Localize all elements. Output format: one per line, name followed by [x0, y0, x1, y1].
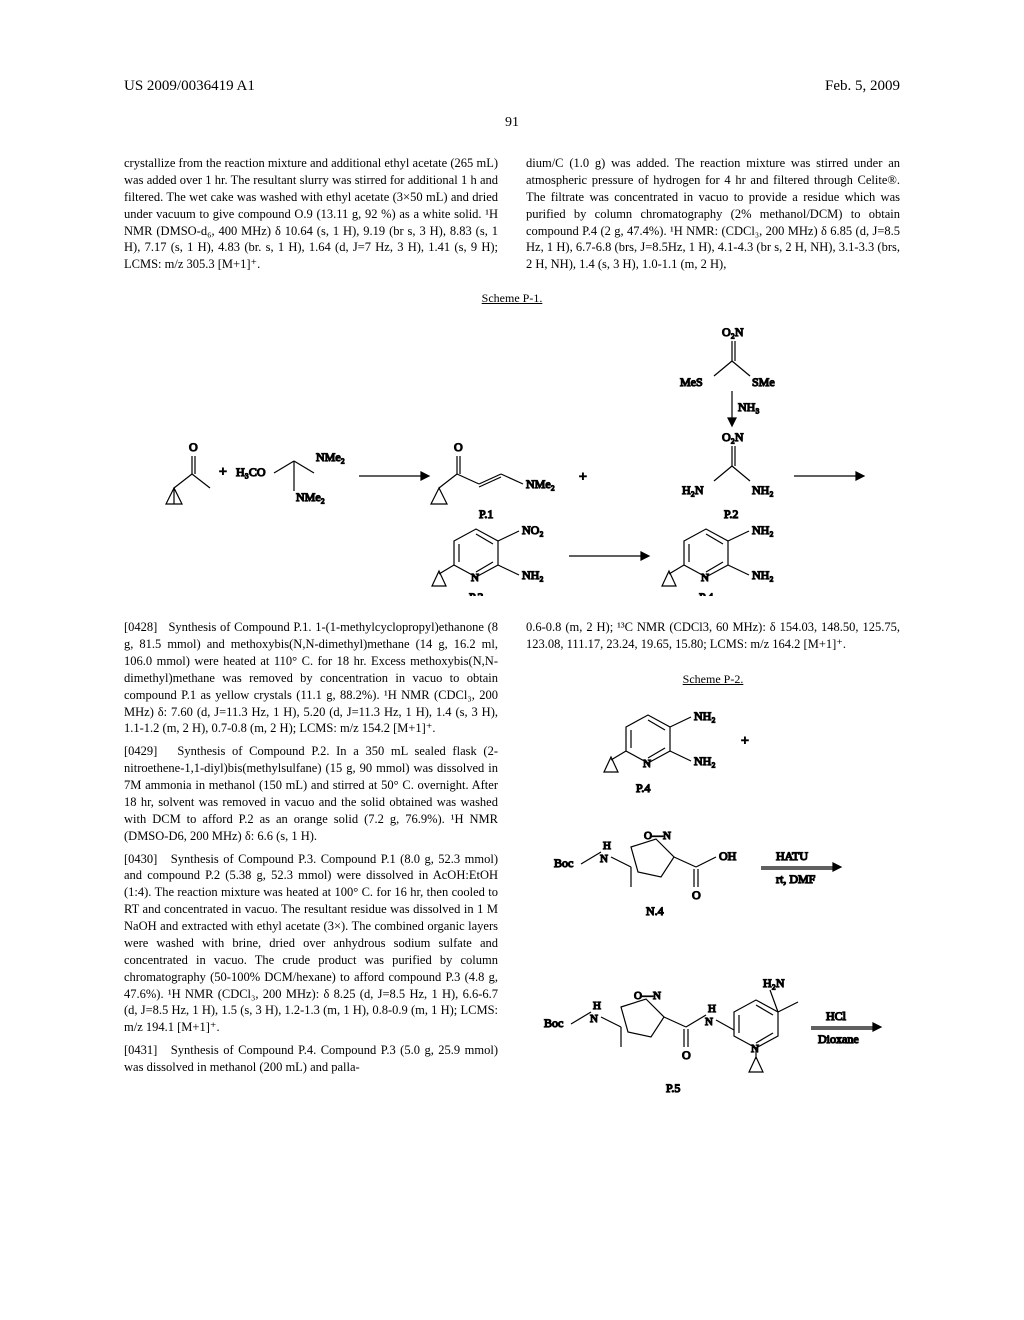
- svg-text:NH₃: NH₃: [738, 400, 760, 414]
- svg-text:HCl: HCl: [826, 1009, 847, 1023]
- scheme-p2-diagram: N NH₂ NH₂ + P.4 Boc H N O—N: [526, 697, 900, 1142]
- svg-text:P.5: P.5: [666, 1081, 680, 1095]
- patent-date: Feb. 5, 2009: [825, 78, 900, 95]
- svg-text:O—N: O—N: [644, 830, 671, 842]
- svg-text:SMe: SMe: [752, 375, 775, 389]
- right-continuation: 0.6-0.8 (m, 2 H); ¹³C NMR (CDCl3, 60 MHz…: [526, 619, 900, 653]
- svg-text:NH₂: NH₂: [522, 568, 544, 582]
- svg-text:O—N: O—N: [634, 990, 661, 1002]
- top-left-paragraph: crystallize from the reaction mixture an…: [124, 155, 498, 273]
- para-0428: [0428] Synthesis of Compound P.1. 1-(1-m…: [124, 619, 498, 737]
- svg-text:NH₂: NH₂: [752, 568, 774, 582]
- svg-text:rt, DMF: rt, DMF: [776, 872, 816, 886]
- svg-text:O₂N: O₂N: [722, 325, 744, 339]
- svg-text:+: +: [219, 465, 227, 480]
- svg-text:+: +: [579, 470, 587, 485]
- svg-text:NMe₂: NMe₂: [316, 450, 345, 464]
- svg-text:Dioxane: Dioxane: [818, 1032, 859, 1046]
- svg-text:N: N: [751, 1043, 759, 1055]
- svg-text:H: H: [603, 840, 611, 852]
- svg-text:H₂N: H₂N: [763, 976, 785, 990]
- svg-text:O: O: [692, 888, 701, 902]
- para-0430: [0430] Synthesis of Compound P.3. Compou…: [124, 851, 498, 1037]
- svg-text:P.1: P.1: [479, 507, 493, 521]
- svg-text:P.4: P.4: [636, 781, 650, 795]
- top-right-paragraph: dium/C (1.0 g) was added. The reaction m…: [526, 155, 900, 273]
- svg-text:Boc: Boc: [544, 1016, 563, 1030]
- svg-text:MeS: MeS: [680, 375, 703, 389]
- scheme-p2-label: Scheme P-2.: [526, 671, 900, 687]
- svg-text:H: H: [593, 1000, 601, 1012]
- svg-text:NH₂: NH₂: [694, 754, 716, 768]
- svg-text:N: N: [471, 572, 479, 584]
- svg-text:N: N: [705, 1016, 713, 1028]
- svg-text:H₃CO: H₃CO: [236, 465, 266, 479]
- svg-text:P.4: P.4: [699, 590, 713, 596]
- svg-text:N: N: [600, 853, 608, 865]
- para-0429: [0429] Synthesis of Compound P.2. In a 3…: [124, 743, 498, 844]
- svg-text:N: N: [590, 1013, 598, 1025]
- svg-text:NH₂: NH₂: [694, 709, 716, 723]
- page-number: 91: [0, 115, 1024, 131]
- svg-text:OH: OH: [719, 849, 737, 863]
- svg-text:O₂N: O₂N: [722, 430, 744, 444]
- svg-text:NH₂: NH₂: [752, 523, 774, 537]
- svg-text:N: N: [701, 572, 709, 584]
- para-0431: [0431] Synthesis of Compound P.4. Compou…: [124, 1042, 498, 1076]
- svg-text:N: N: [643, 758, 651, 770]
- svg-text:N.4: N.4: [646, 904, 664, 918]
- svg-text:P.2: P.2: [724, 507, 738, 521]
- svg-text:NMe₂: NMe₂: [526, 477, 555, 491]
- svg-text:O: O: [454, 440, 463, 454]
- scheme-p1-label: Scheme P-1.: [124, 291, 900, 306]
- svg-text:P.3: P.3: [469, 590, 483, 596]
- svg-text:H₂N: H₂N: [682, 483, 704, 497]
- svg-text:Boc: Boc: [554, 856, 573, 870]
- svg-text:H: H: [708, 1003, 716, 1015]
- svg-text:+: +: [741, 734, 749, 749]
- scheme-p1-diagram: O₂N MeS SMe NH₃ O + H₃CO NMe₂ NMe₂ O: [124, 316, 900, 601]
- svg-text:NMe₂: NMe₂: [296, 490, 325, 504]
- svg-text:O: O: [189, 440, 198, 454]
- svg-text:HATU: HATU: [776, 849, 808, 863]
- svg-text:NH₂: NH₂: [752, 483, 774, 497]
- svg-text:NO₂: NO₂: [522, 523, 544, 537]
- patent-number: US 2009/0036419 A1: [124, 78, 255, 95]
- svg-text:O: O: [682, 1048, 691, 1062]
